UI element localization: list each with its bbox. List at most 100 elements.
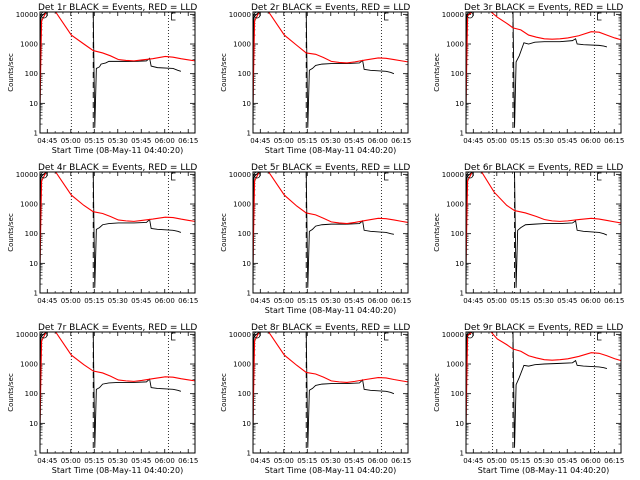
x-tick-label: 06:00 [581,137,601,145]
y-axis-label: Counts/sec [433,213,441,252]
y-tick-label: 1 [34,130,38,138]
end-bracket-marker [597,12,602,21]
y-tick-label: 10 [242,420,251,428]
y-tick-label: 10 [242,260,251,268]
chart-panel-1: Det 1r BLACK = Events, RED = LLD Counts/s… [7,3,198,155]
chart-title: Det 9r BLACK = Events, RED = LLD [464,323,623,333]
x-axis-label: Start Time (08-May-11 04:40:20) [265,146,396,155]
y-axis-label: Counts/sec [220,213,228,252]
chart-title: Det 7r BLACK = Events, RED = LLD [38,323,197,333]
x-tick-label: 05:00 [274,297,294,305]
start-marker [253,12,261,19]
x-tick-label: 04:45 [250,457,270,465]
end-bracket-marker [384,332,389,341]
events-series-line [253,12,395,133]
y-tick-label: 1 [247,450,251,458]
end-bracket-marker [171,172,176,181]
start-marker [40,332,48,339]
x-tick-label: 05:30 [321,137,341,145]
chart-panel-8: Det 8r BLACK = Events, RED = LLD Counts/s… [220,323,411,475]
y-tick-label: 100 [451,390,464,398]
y-tick-label: 1000 [20,201,38,209]
events-series-line [466,12,608,133]
lld-series-line [40,12,195,104]
lld-series-line [466,12,621,104]
chart-title: Det 4r BLACK = Events, RED = LLD [38,163,197,173]
x-tick-label: 05:15 [297,457,317,465]
y-tick-label: 10000 [229,331,251,339]
x-tick-label: 05:45 [557,297,577,305]
x-tick-label: 06:00 [155,297,175,305]
plot-frame [39,331,196,454]
plot-frame [252,171,409,294]
x-tick-label: 05:45 [344,137,364,145]
x-tick-label: 06:00 [368,297,388,305]
y-tick-label: 10000 [442,171,464,179]
events-series-line [40,12,182,133]
y-axis-label: Counts/sec [7,213,15,252]
chart-panel-7: Det 7r BLACK = Events, RED = LLD Counts/s… [7,323,198,475]
x-tick-label: 05:30 [108,457,128,465]
y-tick-label: 1 [247,130,251,138]
y-tick-label: 1000 [446,201,464,209]
chart-title: Det 8r BLACK = Events, RED = LLD [251,323,410,333]
y-tick-label: 100 [238,70,251,78]
start-marker [253,332,261,339]
plot-frame [39,171,196,294]
end-bracket-marker [171,12,176,21]
x-tick-label: 06:15 [604,137,624,145]
chart-panel-5: Det 5r BLACK = Events, RED = LLD Counts/s… [220,163,411,315]
events-series-line [466,172,608,293]
x-tick-label: 05:30 [534,137,554,145]
y-tick-label: 100 [451,230,464,238]
y-axis-label: Counts/sec [433,53,441,92]
events-series-line [466,332,608,453]
chart-title: Det 3r BLACK = Events, RED = LLD [464,3,623,13]
x-tick-label: 04:45 [37,137,57,145]
plot-frame [252,11,409,134]
y-tick-label: 10 [242,100,251,108]
x-tick-label: 06:00 [581,297,601,305]
start-marker [466,12,474,19]
y-axis-label: Counts/sec [7,53,15,92]
y-axis-label: Counts/sec [433,373,441,412]
end-bracket-marker [597,172,602,181]
lld-series-line [40,172,195,264]
x-tick-label: 05:00 [61,457,81,465]
x-tick-label: 06:15 [604,457,624,465]
x-tick-label: 05:00 [274,457,294,465]
lld-series-line [466,172,621,264]
x-tick-label: 05:45 [557,457,577,465]
plot-frame [465,11,622,134]
y-tick-label: 1 [460,450,464,458]
chart-panel-2: Det 2r BLACK = Events, RED = LLD Counts/s… [220,3,411,155]
x-tick-label: 05:00 [274,137,294,145]
x-tick-label: 05:45 [557,137,577,145]
y-axis-label: Counts/sec [220,373,228,412]
x-tick-label: 05:45 [131,137,151,145]
x-tick-label: 06:15 [391,457,411,465]
lld-series-line [253,12,408,104]
y-tick-label: 100 [25,390,38,398]
y-tick-label: 1000 [20,361,38,369]
x-tick-label: 06:00 [155,457,175,465]
y-tick-label: 1000 [20,41,38,49]
y-tick-label: 10000 [229,11,251,19]
chart-panel-4: Det 4r BLACK = Events, RED = LLD Counts/s… [7,163,198,305]
start-marker [253,172,261,179]
y-tick-label: 10 [455,100,464,108]
x-tick-label: 05:30 [321,457,341,465]
y-tick-label: 1 [460,290,464,298]
plot-frame [39,11,196,134]
x-tick-label: 05:15 [84,297,104,305]
x-tick-label: 05:30 [108,297,128,305]
x-tick-label: 04:45 [463,137,483,145]
y-tick-label: 1000 [233,201,251,209]
x-tick-label: 04:45 [463,297,483,305]
x-tick-label: 05:30 [108,137,128,145]
x-tick-label: 05:30 [534,457,554,465]
start-marker [466,332,474,339]
events-series-line [253,332,395,453]
chart-panel-3: Det 3r BLACK = Events, RED = LLD Counts/s… [433,3,624,145]
